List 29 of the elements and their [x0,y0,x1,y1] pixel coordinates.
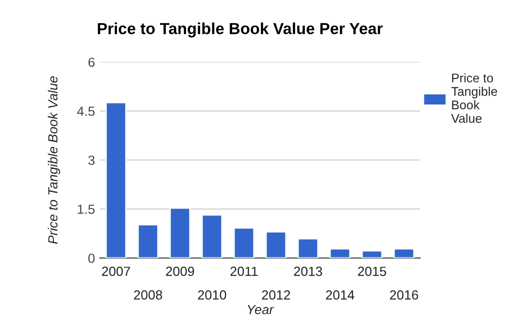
bar [137,224,159,258]
x-tick-label: 2012 [262,290,290,300]
x-tick-label: 2010 [198,290,226,300]
x-tick-label: 2016 [390,290,418,300]
bar [361,250,383,258]
y-tick-label: 6 [88,58,95,67]
x-tick-label: 2011 [230,266,258,276]
x-tick-label: 2013 [294,266,322,276]
legend-label: Price to Tangible Book Value [451,73,498,123]
x-tick-label: 2008 [134,290,162,300]
bar [265,231,287,258]
y-tick-label: 4.5 [77,106,95,116]
bar [233,227,255,258]
y-axis-title: Price to Tangible Book Value [48,76,60,244]
chart-title: Price to Tangible Book Value Per Year [98,22,383,38]
bar [169,207,191,258]
x-tick-label: 2015 [358,266,386,276]
x-tick-label: 2009 [166,266,194,276]
bar [329,248,351,258]
y-tick-label: 0 [88,254,95,263]
x-tick-label: 2014 [326,290,354,300]
bar [105,102,127,258]
y-tick-label: 1.5 [78,204,95,214]
x-axis-title: Year [248,305,274,314]
bar [201,214,223,258]
x-tick-label: 2007 [102,266,130,276]
y-tick-label: 3 [88,156,95,165]
bar [297,238,319,258]
bar [393,248,415,258]
